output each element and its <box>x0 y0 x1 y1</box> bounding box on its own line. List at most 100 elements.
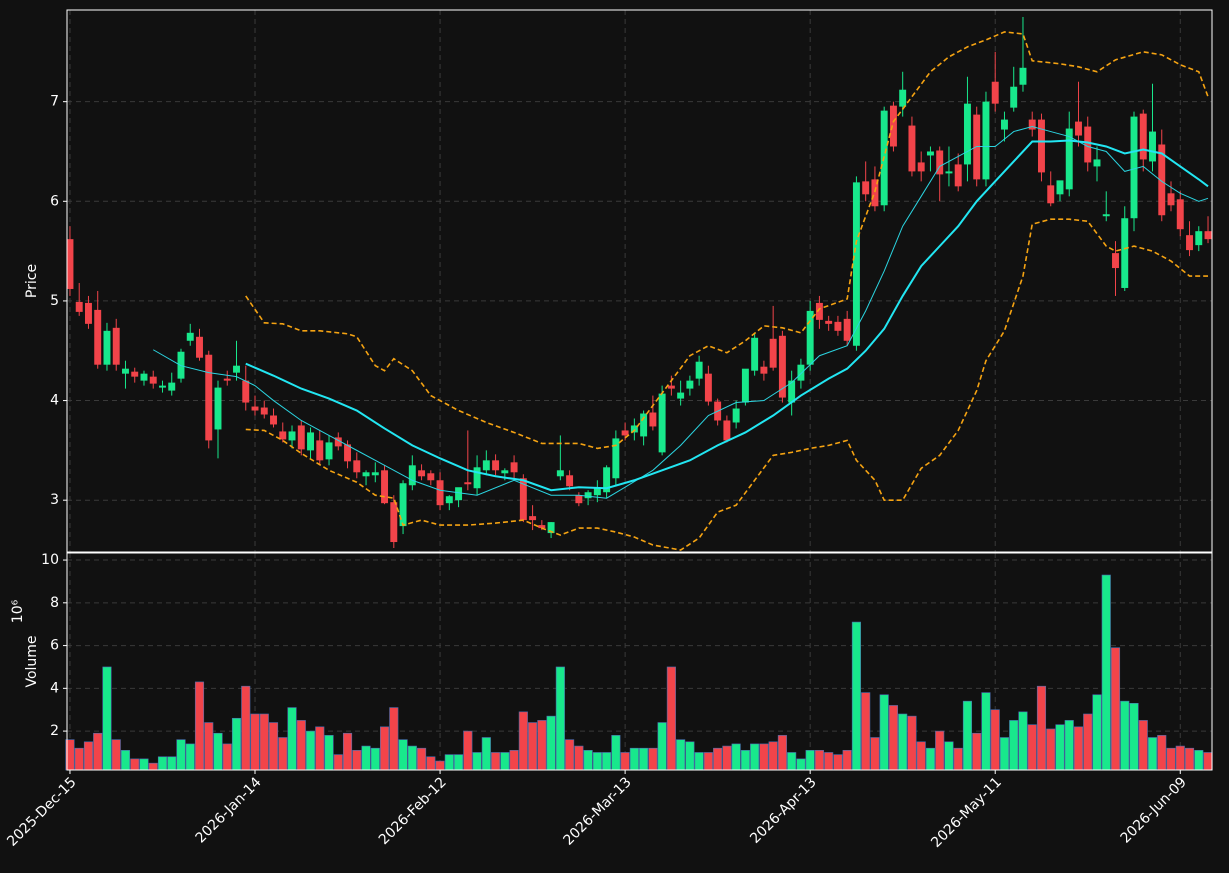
candle-body <box>686 380 694 389</box>
candle-body <box>270 415 277 425</box>
volume-bar <box>167 756 177 771</box>
candle-body <box>519 478 527 521</box>
volume-bar <box>916 741 926 771</box>
volume-bar <box>74 747 84 771</box>
volume-bar <box>546 715 556 771</box>
candle-body <box>538 525 546 529</box>
candle-body <box>769 338 777 368</box>
candle-body <box>695 361 703 379</box>
volume-bar <box>925 747 936 771</box>
candle-body <box>214 387 222 430</box>
candle-body <box>788 380 796 403</box>
volume-bar <box>472 752 482 771</box>
candle-body <box>658 393 666 453</box>
volume-bar <box>639 747 649 771</box>
candle-body <box>501 470 509 474</box>
y-tick-label: 8 <box>50 595 59 611</box>
candle-body <box>196 336 203 358</box>
volume-bar <box>1027 724 1037 771</box>
candle-body <box>307 432 314 451</box>
candle-body <box>575 495 583 504</box>
candle-body <box>1186 235 1193 251</box>
candle-body <box>1139 113 1147 160</box>
volume-bar <box>83 741 94 771</box>
candle-body <box>1056 180 1064 195</box>
candle-body <box>381 470 389 504</box>
volume-bar <box>111 739 121 771</box>
candle-body <box>1121 218 1129 288</box>
candle-body <box>963 103 971 165</box>
volume-bar <box>1194 750 1204 771</box>
candle-body <box>1149 131 1156 162</box>
y-tick-label: 6 <box>50 638 59 654</box>
volume-bar <box>1055 724 1065 771</box>
candle-body <box>492 460 500 471</box>
candle-body <box>556 470 564 477</box>
volume-bar <box>102 666 112 771</box>
volume-bar <box>944 741 954 771</box>
candle-body <box>510 462 518 473</box>
candle-body <box>1130 116 1138 219</box>
candle-body <box>723 420 731 441</box>
candle-body <box>630 425 638 433</box>
candle-body <box>168 382 176 391</box>
candle-body <box>242 380 250 403</box>
candle-body <box>936 150 944 175</box>
volume-bar <box>333 754 343 771</box>
volume-bar <box>342 732 353 771</box>
volume-bar <box>1129 702 1139 771</box>
y-axis-label: Volume <box>24 635 40 687</box>
volume-bar <box>250 713 260 771</box>
volume-bar <box>824 752 834 771</box>
volume-bar <box>629 747 639 771</box>
candle-body <box>334 437 342 447</box>
volume-bar <box>796 758 806 771</box>
candle-body <box>288 431 296 441</box>
volume-bar <box>861 692 871 771</box>
volume-bar <box>759 743 769 771</box>
volume-bar <box>611 735 621 771</box>
volume-bar <box>602 752 612 771</box>
volume-bar <box>1083 713 1093 771</box>
candle-body <box>418 470 426 477</box>
candle-body <box>584 492 592 499</box>
volume-bar <box>139 758 149 771</box>
candle-body <box>455 487 463 501</box>
candle-body <box>464 482 472 485</box>
y-axis-label: Price <box>24 264 40 298</box>
volume-bar <box>500 752 510 771</box>
volume-bar <box>574 745 584 771</box>
volume-bar <box>750 743 760 771</box>
volume-bar <box>1147 737 1158 771</box>
y-tick-label: 4 <box>50 393 59 409</box>
candle-body <box>84 302 92 324</box>
volume-bar <box>676 739 686 771</box>
volume-bar <box>1101 574 1111 771</box>
volume-bar <box>1157 735 1167 771</box>
candle-body <box>140 373 148 381</box>
candle-body <box>566 475 574 487</box>
indicator-line <box>245 139 1209 492</box>
volume-bar <box>787 752 797 771</box>
candle-body <box>1167 193 1175 206</box>
volume-bar <box>842 750 852 771</box>
volume-bar <box>1036 685 1047 771</box>
candle-body <box>640 413 648 437</box>
volume-bar <box>454 754 464 771</box>
candle-body <box>825 320 833 324</box>
candle-body <box>399 483 407 527</box>
volume-bar <box>259 713 269 771</box>
volume-bar <box>953 747 963 771</box>
volume-bar <box>379 726 390 771</box>
candle-body <box>1047 185 1055 204</box>
indicator-line <box>245 31 1209 450</box>
volume-bar <box>231 717 242 771</box>
volume-bar <box>1092 694 1102 771</box>
candle-body <box>1102 214 1110 217</box>
volume-bar <box>657 722 667 771</box>
volume-bar <box>222 743 232 771</box>
indicator-line <box>245 218 1209 551</box>
volume-bar <box>93 732 103 771</box>
volume-bar <box>898 713 908 771</box>
candle-body <box>482 460 490 471</box>
